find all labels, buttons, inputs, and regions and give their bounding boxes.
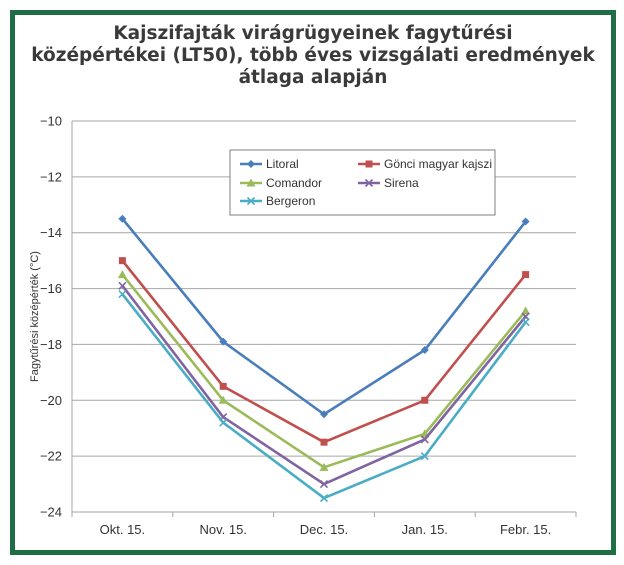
legend-marker	[246, 178, 256, 187]
data-point	[420, 452, 429, 461]
y-axis-label: Fagytűrési középérték (°C)	[29, 251, 41, 382]
chart-title-line-3: átlaga alapján	[238, 67, 388, 88]
chart-title-line-2: középértékei (LT50), több éves vizsgálat…	[31, 45, 595, 66]
data-point	[118, 281, 127, 290]
data-point	[421, 396, 429, 404]
y-tick-label: −14	[40, 225, 62, 240]
y-tick-label: −10	[40, 114, 62, 129]
y-tick-label: −16	[40, 281, 62, 296]
data-point	[521, 318, 530, 327]
data-point	[319, 480, 329, 489]
data-point	[219, 337, 228, 346]
legend-label: Comandor	[266, 176, 322, 190]
data-point	[320, 410, 328, 419]
chart-title: Kajszifajták virágrügyeinek fagytűrési k…	[15, 23, 611, 89]
data-point	[319, 493, 329, 503]
chart-frame: Kajszifajták virágrügyeinek fagytűrési k…	[10, 10, 616, 555]
data-point	[118, 214, 127, 223]
x-tick-label: Jan. 15.	[402, 522, 448, 537]
data-point	[118, 257, 126, 265]
legend-label: Bergeron	[266, 194, 315, 208]
data-point	[219, 418, 228, 427]
legend-marker	[247, 160, 255, 168]
legend-marker	[246, 196, 256, 206]
data-point	[522, 271, 530, 279]
y-tick-label: −18	[40, 337, 62, 352]
legend-marker	[364, 178, 374, 188]
data-point	[521, 217, 530, 226]
x-tick-label: Dec. 15.	[300, 522, 348, 537]
data-point	[420, 435, 429, 444]
line-chart: −10 −12 −14 −16 −18 −20 −22 −24 Okt. 15. Nov. 15.…	[29, 114, 577, 537]
x-tick-label: Febr. 15.	[500, 522, 551, 537]
data-point	[420, 346, 429, 355]
legend-marker	[365, 160, 373, 168]
legend-label: Sirena	[384, 176, 419, 190]
x-tick-label: Okt. 15.	[100, 522, 146, 537]
data-point	[118, 290, 127, 299]
data-point	[521, 306, 531, 315]
chart-title-line-1: Kajszifajták virágrügyeinek fagytűrési	[113, 23, 513, 44]
y-tick-label: −22	[40, 449, 62, 464]
data-point	[117, 270, 127, 279]
data-point	[218, 395, 228, 404]
legend-label: Gönci magyar kajszi	[384, 157, 492, 171]
y-tick-label: −24	[40, 505, 62, 520]
y-tick-label: −20	[40, 393, 62, 408]
y-tick-label: −12	[40, 169, 62, 184]
data-point	[219, 382, 227, 390]
legend-label: Litoral	[266, 157, 299, 171]
x-tick-label: Nov. 15.	[199, 522, 246, 537]
data-point	[320, 438, 328, 446]
data-point	[319, 462, 329, 471]
